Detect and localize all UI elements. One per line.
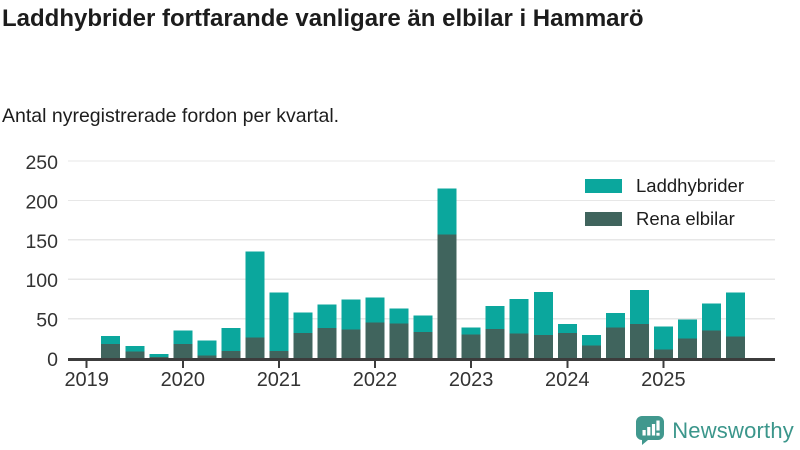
bar-segment-laddhybrider [581,335,601,346]
bar-segment-laddhybrider [101,335,121,344]
bar-segment-laddhybrider [461,327,481,335]
bar-segment-rena-elbilar [173,343,193,358]
y-tick-label: 150 [25,231,58,253]
bar-segment-laddhybrider [629,290,649,325]
bar-segment-rena-elbilar [221,350,241,358]
bar-segment-rena-elbilar [293,332,313,358]
newsworthy-logo-icon [636,416,665,445]
bar-segment-laddhybrider [317,304,337,329]
x-tick-label: 2019 [64,369,109,391]
bar-segment-laddhybrider [341,299,361,330]
bar-segment-rena-elbilar [653,349,673,358]
bar-segment-laddhybrider [221,328,241,351]
bar-segment-rena-elbilar [317,328,337,358]
legend-label: Rena elbilar [636,208,735,229]
bar-segment-laddhybrider [701,303,721,331]
legend-item-laddhybrider: Laddhybrider [585,175,744,197]
x-tick-label: 2023 [449,369,494,391]
bar-segment-rena-elbilar [245,337,265,358]
bar-segment-laddhybrider [293,312,313,333]
legend-item-rena-elbilar: Rena elbilar [585,208,744,230]
bar-segment-laddhybrider [125,346,145,352]
bar-segment-laddhybrider [413,315,433,332]
bar-segment-rena-elbilar [533,335,553,358]
brand-name: Newsworthy [672,417,794,443]
bar-segment-laddhybrider [197,340,217,356]
bar-segment-rena-elbilar [605,327,625,358]
y-tick-label: 50 [36,310,58,332]
bar-segment-laddhybrider [149,354,169,358]
y-tick-label: 200 [25,191,58,213]
y-tick-label: 250 [25,152,58,174]
bar-segment-laddhybrider [173,330,193,344]
chart-title: Laddhybrider fortfarande vanligare än el… [2,5,644,32]
bar-segment-rena-elbilar [149,357,169,358]
bar-segment-laddhybrider [557,324,577,333]
bar-segment-rena-elbilar [389,323,409,358]
bar-segment-rena-elbilar [413,331,433,358]
chart-subtitle: Antal nyregistrerade fordon per kvartal. [2,105,340,127]
rena-elbilar-swatch [585,212,622,226]
y-tick-label: 100 [25,270,58,292]
legend-label: Laddhybrider [636,175,744,196]
bar-segment-laddhybrider [269,292,289,351]
bar-segment-laddhybrider [437,188,457,235]
x-tick-label: 2025 [641,369,686,391]
bar-segment-rena-elbilar [509,333,529,358]
bar-segment-laddhybrider [533,291,553,336]
bar-segment-laddhybrider [245,251,265,338]
legend: Laddhybrider Rena elbilar [585,175,744,230]
bar-segment-rena-elbilar [269,350,289,358]
bar-segment-rena-elbilar [701,330,721,358]
bar-segment-laddhybrider [653,326,673,350]
bar-segment-rena-elbilar [629,324,649,358]
bar-segment-laddhybrider [605,313,625,328]
laddhybrider-swatch [585,179,622,193]
x-tick-label: 2021 [257,369,302,391]
bar-segment-laddhybrider [726,292,746,337]
stacked-bar-chart: 0 50 100 150 200 250 2019 2020 2021 2022 2023 2024 2… [25,152,775,391]
bar-segment-rena-elbilar [581,345,601,358]
bar-segment-laddhybrider [677,319,697,339]
x-tick-label: 2022 [353,369,398,391]
bar-segment-rena-elbilar [677,338,697,358]
bar-segment-rena-elbilar [341,329,361,358]
bar-segment-rena-elbilar [101,343,121,358]
y-tick-label: 0 [47,349,58,371]
bar-segment-laddhybrider [389,308,409,324]
footer-brand[interactable]: Newsworthy [636,416,794,445]
bar-segment-rena-elbilar [437,234,457,358]
bar-segment-rena-elbilar [197,355,217,358]
bar-segment-laddhybrider [485,305,505,329]
bar-segment-rena-elbilar [557,332,577,358]
bar-segment-rena-elbilar [125,351,145,358]
x-tick-label: 2024 [545,369,590,391]
bar-segment-rena-elbilar [726,336,746,358]
bar-segment-rena-elbilar [365,322,385,358]
bar-segment-rena-elbilar [485,328,505,358]
bar-segment-laddhybrider [509,298,529,334]
x-tick-label: 2020 [161,369,206,391]
bar-segment-laddhybrider [365,297,385,323]
bar-segment-rena-elbilar [461,334,481,358]
